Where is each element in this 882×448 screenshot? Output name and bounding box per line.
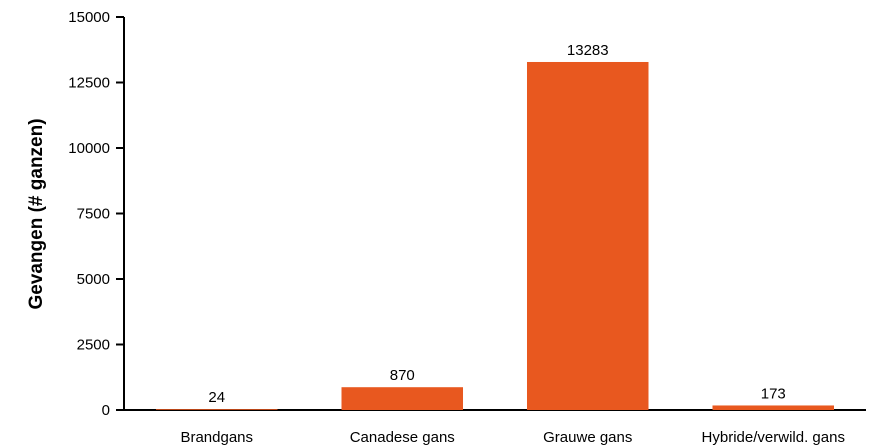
bar [155, 409, 278, 410]
x-tick-label: Brandgans [180, 429, 253, 446]
y-axis-label: Gevangen (# ganzen) [26, 118, 47, 309]
value-labels: 24 870 13283 173 [208, 42, 785, 406]
bar [341, 387, 464, 410]
y-tick-label: 0 [102, 402, 110, 419]
y-tick-label: 10000 [68, 140, 110, 157]
x-tick-label: Hybride/verwild. gans [702, 429, 845, 446]
bar [526, 61, 649, 410]
y-tick-label: 12500 [68, 75, 110, 92]
x-tick-label: Canadese gans [350, 429, 455, 446]
y-tick-label: 2500 [77, 337, 110, 354]
data-label: 870 [390, 367, 415, 384]
y-tick-label: 15000 [68, 9, 110, 26]
y-tick-label: 5000 [77, 271, 110, 288]
x-tick-label: Grauwe gans [543, 429, 632, 446]
bar [712, 405, 835, 410]
data-label: 24 [208, 389, 225, 406]
y-tick-label: 7500 [77, 206, 110, 223]
data-label: 13283 [567, 42, 609, 59]
axes: 0 2500 5000 7500 10000 12500 15000 Brandgans Can… [68, 9, 866, 446]
bars [155, 61, 835, 410]
data-label: 173 [761, 385, 786, 402]
